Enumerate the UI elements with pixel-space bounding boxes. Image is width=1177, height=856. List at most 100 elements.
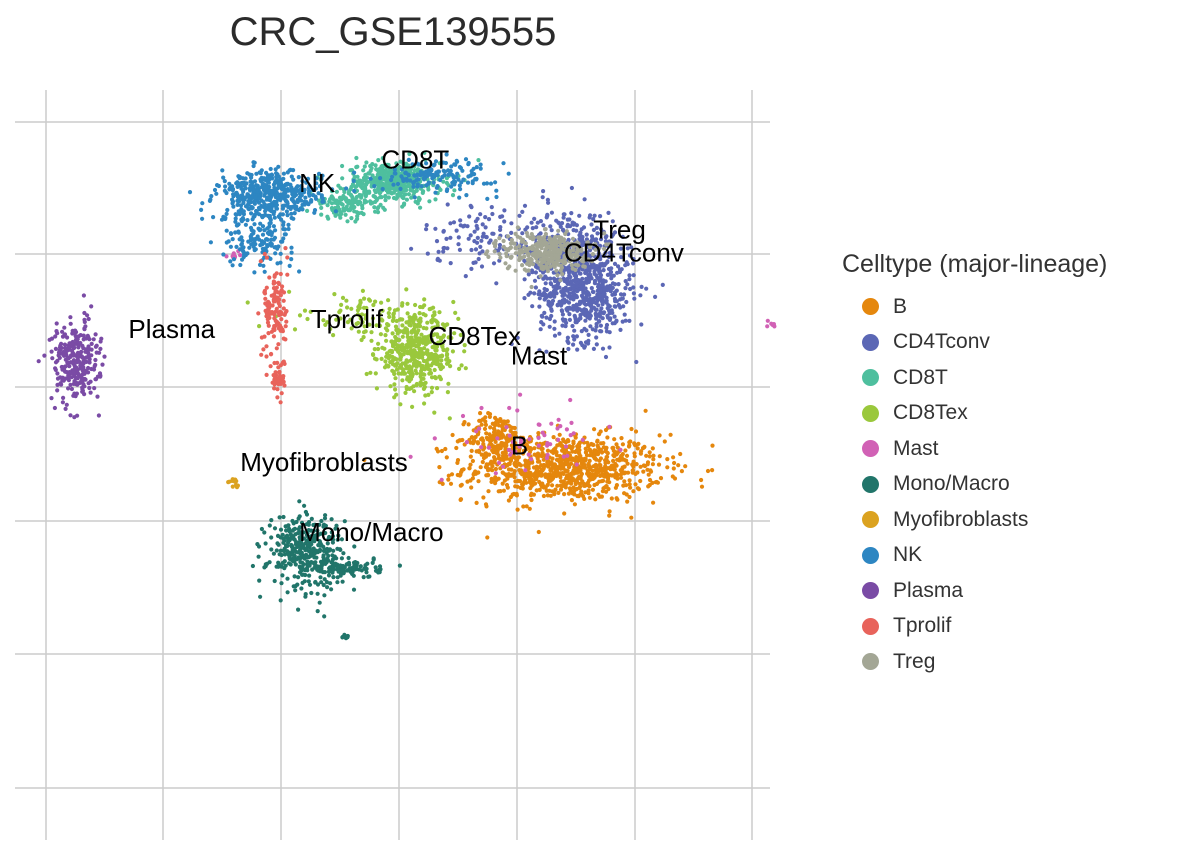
point-cd8t (350, 199, 355, 204)
point-cd4tconv (533, 285, 539, 290)
point-b (482, 426, 488, 431)
point-b (647, 450, 652, 455)
point-plasma (63, 406, 68, 411)
point-tprolif (281, 306, 286, 311)
point-cd8t (377, 190, 382, 195)
point-mast (542, 433, 547, 438)
point-b (517, 479, 523, 484)
point-b (527, 506, 532, 511)
point-cd4tconv (587, 292, 592, 297)
point-b (488, 439, 493, 444)
point-nk (228, 231, 233, 236)
point-nk (277, 185, 282, 190)
point-cd8tex (415, 352, 420, 358)
point-cd8t (340, 163, 345, 169)
point-mast (460, 413, 466, 419)
point-b (567, 444, 572, 449)
point-cd4tconv (587, 248, 593, 253)
point-cd8tex (398, 363, 403, 369)
point-b (527, 460, 533, 465)
point-nk (258, 243, 263, 248)
point-cd8t (398, 159, 403, 164)
point-cd8tex (360, 320, 365, 325)
point-mono-macro (312, 539, 317, 544)
point-mono-macro (275, 541, 280, 546)
point-b (615, 457, 620, 462)
point-mast (513, 449, 518, 454)
point-nk (273, 167, 278, 172)
point-mono-macro (290, 548, 295, 553)
point-cd4tconv (624, 299, 629, 305)
point-cd8t (332, 200, 338, 205)
point-cd4tconv (566, 346, 571, 352)
point-mono-macro (259, 526, 264, 532)
point-b (461, 422, 466, 427)
point-cd8tex (374, 386, 379, 391)
point-plasma (91, 367, 97, 372)
point-b (657, 454, 662, 459)
point-b (501, 488, 506, 493)
point-cd8tex (427, 371, 432, 376)
point-mono-macro (340, 579, 345, 584)
point-mono-macro (323, 530, 328, 536)
point-nk (267, 221, 272, 226)
umap-scatter-plot: NKCD8TTregCD4TconvTprolifCD8TexPlasmaMas… (15, 90, 777, 840)
point-plasma (88, 390, 93, 395)
point-cd8tex (257, 324, 262, 329)
point-cd4tconv (596, 251, 602, 256)
point-nk (274, 171, 279, 176)
point-cd8tex (358, 298, 363, 303)
point-mono-macro (311, 546, 316, 551)
point-tprolif (272, 386, 277, 391)
point-cd4tconv (560, 323, 565, 328)
point-mono-macro (345, 568, 350, 573)
point-b (485, 473, 490, 478)
point-cd8tex (402, 345, 407, 350)
point-b (523, 472, 529, 477)
point-plasma (86, 370, 91, 375)
point-cd8tex (398, 402, 403, 407)
point-nk (427, 171, 433, 176)
point-cd8t (401, 161, 406, 166)
point-cd4tconv (469, 247, 474, 253)
point-b (585, 440, 590, 445)
point-mono-macro (276, 560, 281, 565)
point-plasma (77, 373, 83, 378)
point-cd4tconv (579, 279, 584, 285)
point-b (493, 481, 498, 486)
point-mast (527, 437, 532, 442)
point-tprolif (278, 293, 283, 298)
point-mono-macro (331, 567, 336, 572)
point-mono-macro (302, 503, 307, 508)
point-cd8t (407, 151, 412, 157)
point-mono-macro (319, 580, 324, 585)
point-cd8tex (412, 312, 417, 318)
point-b (481, 495, 486, 500)
point-cd4tconv (500, 214, 505, 219)
point-cd8tex (413, 334, 418, 339)
point-cd8tex (422, 384, 427, 390)
point-mono-macro (330, 534, 336, 539)
point-mono-macro (303, 509, 308, 515)
point-treg (498, 255, 503, 260)
point-plasma (89, 347, 94, 352)
point-cd8t (372, 188, 377, 193)
point-mono-macro (305, 555, 310, 560)
point-nk (252, 270, 257, 275)
point-cd4tconv (600, 300, 605, 305)
point-cd4tconv (589, 286, 594, 291)
point-cd8t (353, 219, 358, 224)
point-b (468, 454, 473, 459)
point-b (651, 457, 656, 462)
point-cd4tconv (441, 249, 446, 254)
point-nk (208, 197, 213, 202)
point-tprolif (269, 351, 274, 357)
point-tprolif (276, 280, 281, 285)
point-plasma (54, 321, 59, 326)
point-cd4tconv (594, 316, 599, 321)
point-cd8tex (332, 292, 337, 297)
point-mono-macro (351, 587, 357, 592)
point-cd8t (362, 198, 367, 203)
point-b (587, 464, 592, 469)
point-plasma (73, 366, 78, 371)
